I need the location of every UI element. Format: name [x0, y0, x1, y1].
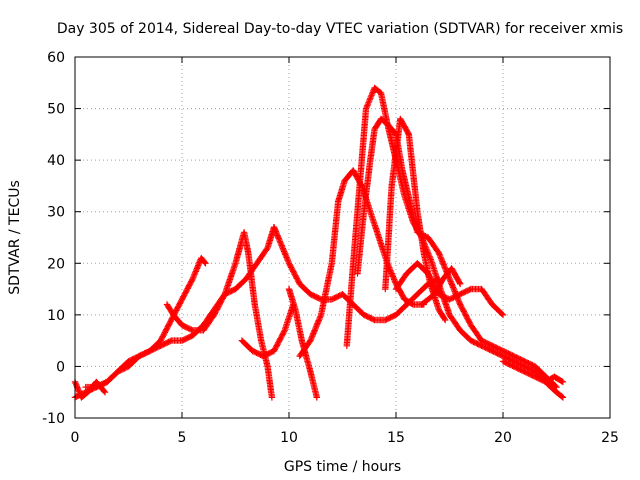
x-axis-title: GPS time / hours — [284, 459, 401, 475]
x-tick-label: 20 — [494, 430, 512, 446]
series-track-6 — [285, 285, 320, 401]
y-tick-label: 20 — [47, 256, 65, 272]
y-axis-title: SDTVAR / TECUs — [7, 180, 23, 295]
series-track-8 — [343, 84, 560, 396]
x-tick-label: 10 — [280, 430, 298, 446]
series-track-2 — [270, 224, 442, 324]
x-tick-label: 0 — [71, 430, 80, 446]
axis-ticks: 0 5 10 15 20 25 -10 0 10 20 30 40 50 60 — [42, 50, 619, 446]
y-tick-label: -10 — [42, 411, 65, 427]
x-tick-label: 15 — [387, 430, 405, 446]
series-track-14 — [531, 368, 567, 386]
chart-title: Day 305 of 2014, Sidereal Day-to-day VTE… — [57, 21, 623, 37]
plot-frame — [74, 56, 611, 419]
series-track-5 — [238, 301, 297, 360]
y-tick-label: 0 — [56, 359, 65, 375]
y-tick-label: 30 — [47, 205, 65, 221]
series-track-3 — [82, 254, 209, 391]
y-tick-label: 40 — [47, 153, 65, 169]
series-track-12 — [418, 265, 464, 308]
x-tick-label: 25 — [601, 430, 619, 446]
y-tick-label: 60 — [47, 50, 65, 66]
data-series — [71, 84, 567, 401]
x-tick-label: 5 — [178, 430, 187, 446]
y-tick-label: 10 — [47, 308, 65, 324]
series-track-4 — [163, 229, 276, 401]
y-tick-label: 50 — [47, 102, 65, 118]
